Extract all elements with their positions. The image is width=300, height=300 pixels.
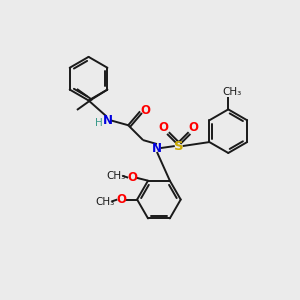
Text: S: S [174,140,184,152]
Text: CH₃: CH₃ [96,196,115,206]
Text: CH₃: CH₃ [107,171,126,181]
Text: O: O [140,104,150,117]
Text: O: O [189,121,199,134]
Text: O: O [159,121,169,134]
Text: H: H [94,118,102,128]
Text: CH₃: CH₃ [223,86,242,97]
Text: O: O [127,171,137,184]
Text: N: N [152,142,162,154]
Text: O: O [116,193,126,206]
Text: N: N [102,114,112,127]
